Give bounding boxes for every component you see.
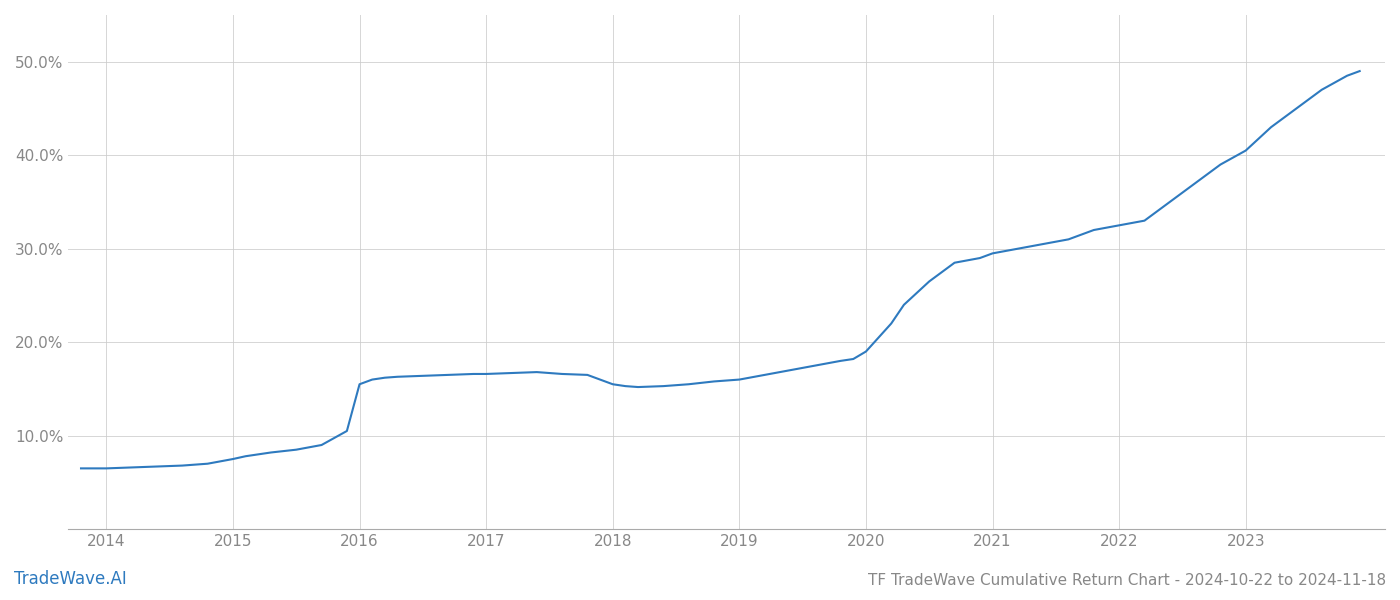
Text: TF TradeWave Cumulative Return Chart - 2024-10-22 to 2024-11-18: TF TradeWave Cumulative Return Chart - 2… [868, 573, 1386, 588]
Text: TradeWave.AI: TradeWave.AI [14, 570, 127, 588]
